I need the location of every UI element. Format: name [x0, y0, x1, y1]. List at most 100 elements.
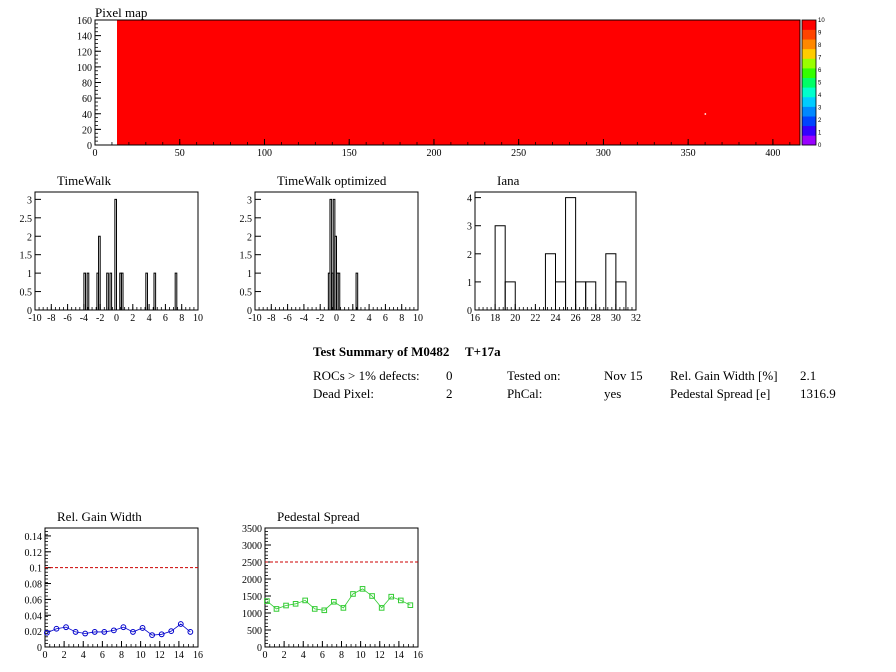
- data-point: [359, 586, 366, 592]
- y-tick-label: 3: [247, 195, 252, 206]
- x-tick-label: 300: [596, 148, 611, 159]
- data-point: [397, 597, 404, 604]
- x-tick-label: 24: [551, 313, 561, 324]
- data-point: [302, 597, 308, 604]
- palette-label: 7: [818, 56, 822, 62]
- palette-swatch: [802, 125, 816, 136]
- histogram-3: Iana 16 18 20 22 24 26 28 30 32 0 1 2 3 4: [467, 173, 641, 324]
- data-point: [321, 607, 328, 614]
- x-tick-label: 8: [339, 650, 344, 661]
- data-point: [407, 602, 414, 608]
- y-tick-label: 4: [467, 194, 472, 205]
- data-point: [120, 624, 127, 631]
- palette-swatch: [802, 87, 816, 98]
- y-tick-label: 1: [467, 278, 472, 289]
- x-tick-label: 10: [356, 650, 366, 661]
- x-tick-label: 200: [426, 148, 441, 159]
- histogram-bar: [114, 198, 117, 310]
- y-tick-label: 0.14: [25, 532, 43, 543]
- histogram-bar: [153, 272, 157, 310]
- histogram-bar: [329, 198, 333, 310]
- data-point: [44, 629, 50, 636]
- data-point: [149, 632, 156, 638]
- line-chart-5: Pedestal Spread 0 2 4 6 8 10 12 14 16 0 500 1000 1500…: [242, 509, 423, 661]
- x-tick-label: 10: [413, 313, 423, 324]
- palette-swatch: [802, 96, 816, 107]
- y-tick-label: 0: [467, 306, 472, 317]
- x-tick-label: 400: [765, 148, 780, 159]
- pixel-map-title: Pixel map: [95, 5, 147, 20]
- y-tick-label: 80: [82, 79, 92, 90]
- x-tick-label: 28: [591, 313, 601, 324]
- x-tick-label: 2: [62, 650, 67, 661]
- x-tick-label: 6: [100, 650, 105, 661]
- plot-frame: [264, 527, 419, 648]
- histogram-bar: [337, 272, 341, 310]
- x-tick-label: 32: [631, 313, 641, 324]
- x-tick-label: 0: [43, 650, 48, 661]
- x-tick-label: 8: [179, 313, 184, 324]
- y-tick-label: 2: [467, 250, 472, 261]
- x-tick-label: 18: [490, 313, 500, 324]
- histogram-bar: [504, 281, 516, 310]
- y-tick-label: 60: [82, 94, 92, 105]
- histogram-bar: [355, 272, 359, 310]
- histogram-title: TimeWalk: [57, 173, 112, 188]
- data-point: [72, 629, 79, 635]
- data-point: [91, 629, 98, 635]
- line-chart-title: Pedestal Spread: [277, 509, 360, 524]
- y-tick-label: 0.12: [25, 548, 43, 559]
- histogram-bar: [544, 253, 556, 310]
- data-point: [130, 629, 136, 635]
- x-tick-label: 6: [320, 650, 325, 661]
- y-tick-label: 3: [27, 195, 32, 206]
- palette-label: 1: [818, 131, 822, 137]
- x-tick-label: 20: [510, 313, 520, 324]
- y-tick-label: 160: [77, 16, 92, 27]
- x-tick-label: 12: [375, 650, 385, 661]
- histogram-1: TimeWalk-10 -8 -6 -4 -2 0 2 4 6 8 1000.511.522.53: [20, 173, 204, 324]
- y-tick-label: 1: [27, 269, 32, 280]
- x-tick-label: -6: [63, 313, 71, 324]
- histogram-bar: [86, 272, 90, 310]
- y-tick-label: 1500: [242, 592, 262, 603]
- y-tick-label: 2: [27, 232, 32, 243]
- histogram-bar: [565, 197, 577, 310]
- palette-label: 10: [818, 18, 825, 24]
- x-tick-label: 6: [163, 313, 168, 324]
- data-point: [388, 593, 395, 600]
- histogram-2: TimeWalk optimized-10 -8 -6 -4 -2 0 2 4 6 8 1000.5…: [240, 173, 424, 324]
- data-point: [139, 625, 146, 631]
- histogram-bar: [106, 272, 109, 310]
- x-tick-label: 0: [263, 650, 268, 661]
- palette-label: 0: [818, 143, 822, 149]
- y-tick-label: 0.5: [20, 288, 33, 299]
- y-tick-label: 0.04: [25, 611, 43, 622]
- x-tick-label: 250: [511, 148, 526, 159]
- palette-swatch: [802, 29, 816, 40]
- histogram-bar: [174, 272, 178, 310]
- x-tick-label: 0: [93, 148, 98, 159]
- y-tick-label: 0.1: [30, 564, 43, 575]
- y-tick-label: 40: [82, 110, 92, 121]
- series-line: [266, 588, 411, 611]
- histogram-bar: [83, 272, 87, 310]
- palette-label: 8: [818, 43, 822, 49]
- palette-label: 9: [818, 31, 822, 37]
- x-tick-label: 0: [334, 313, 339, 324]
- histogram-bar: [494, 225, 506, 310]
- y-tick-label: 0: [257, 643, 262, 654]
- x-tick-label: 10: [136, 650, 146, 661]
- data-point: [177, 621, 184, 627]
- palette-label: 5: [818, 81, 822, 87]
- x-tick-label: 16: [193, 650, 203, 661]
- data-point: [158, 631, 165, 638]
- histogram-bar: [120, 272, 124, 310]
- data-point: [292, 601, 299, 607]
- y-tick-label: 2.5: [240, 214, 253, 225]
- x-tick-label: 50: [175, 148, 185, 159]
- data-point: [264, 598, 270, 604]
- data-point: [378, 605, 385, 611]
- histogram-bar: [585, 281, 597, 310]
- data-point: [187, 629, 194, 635]
